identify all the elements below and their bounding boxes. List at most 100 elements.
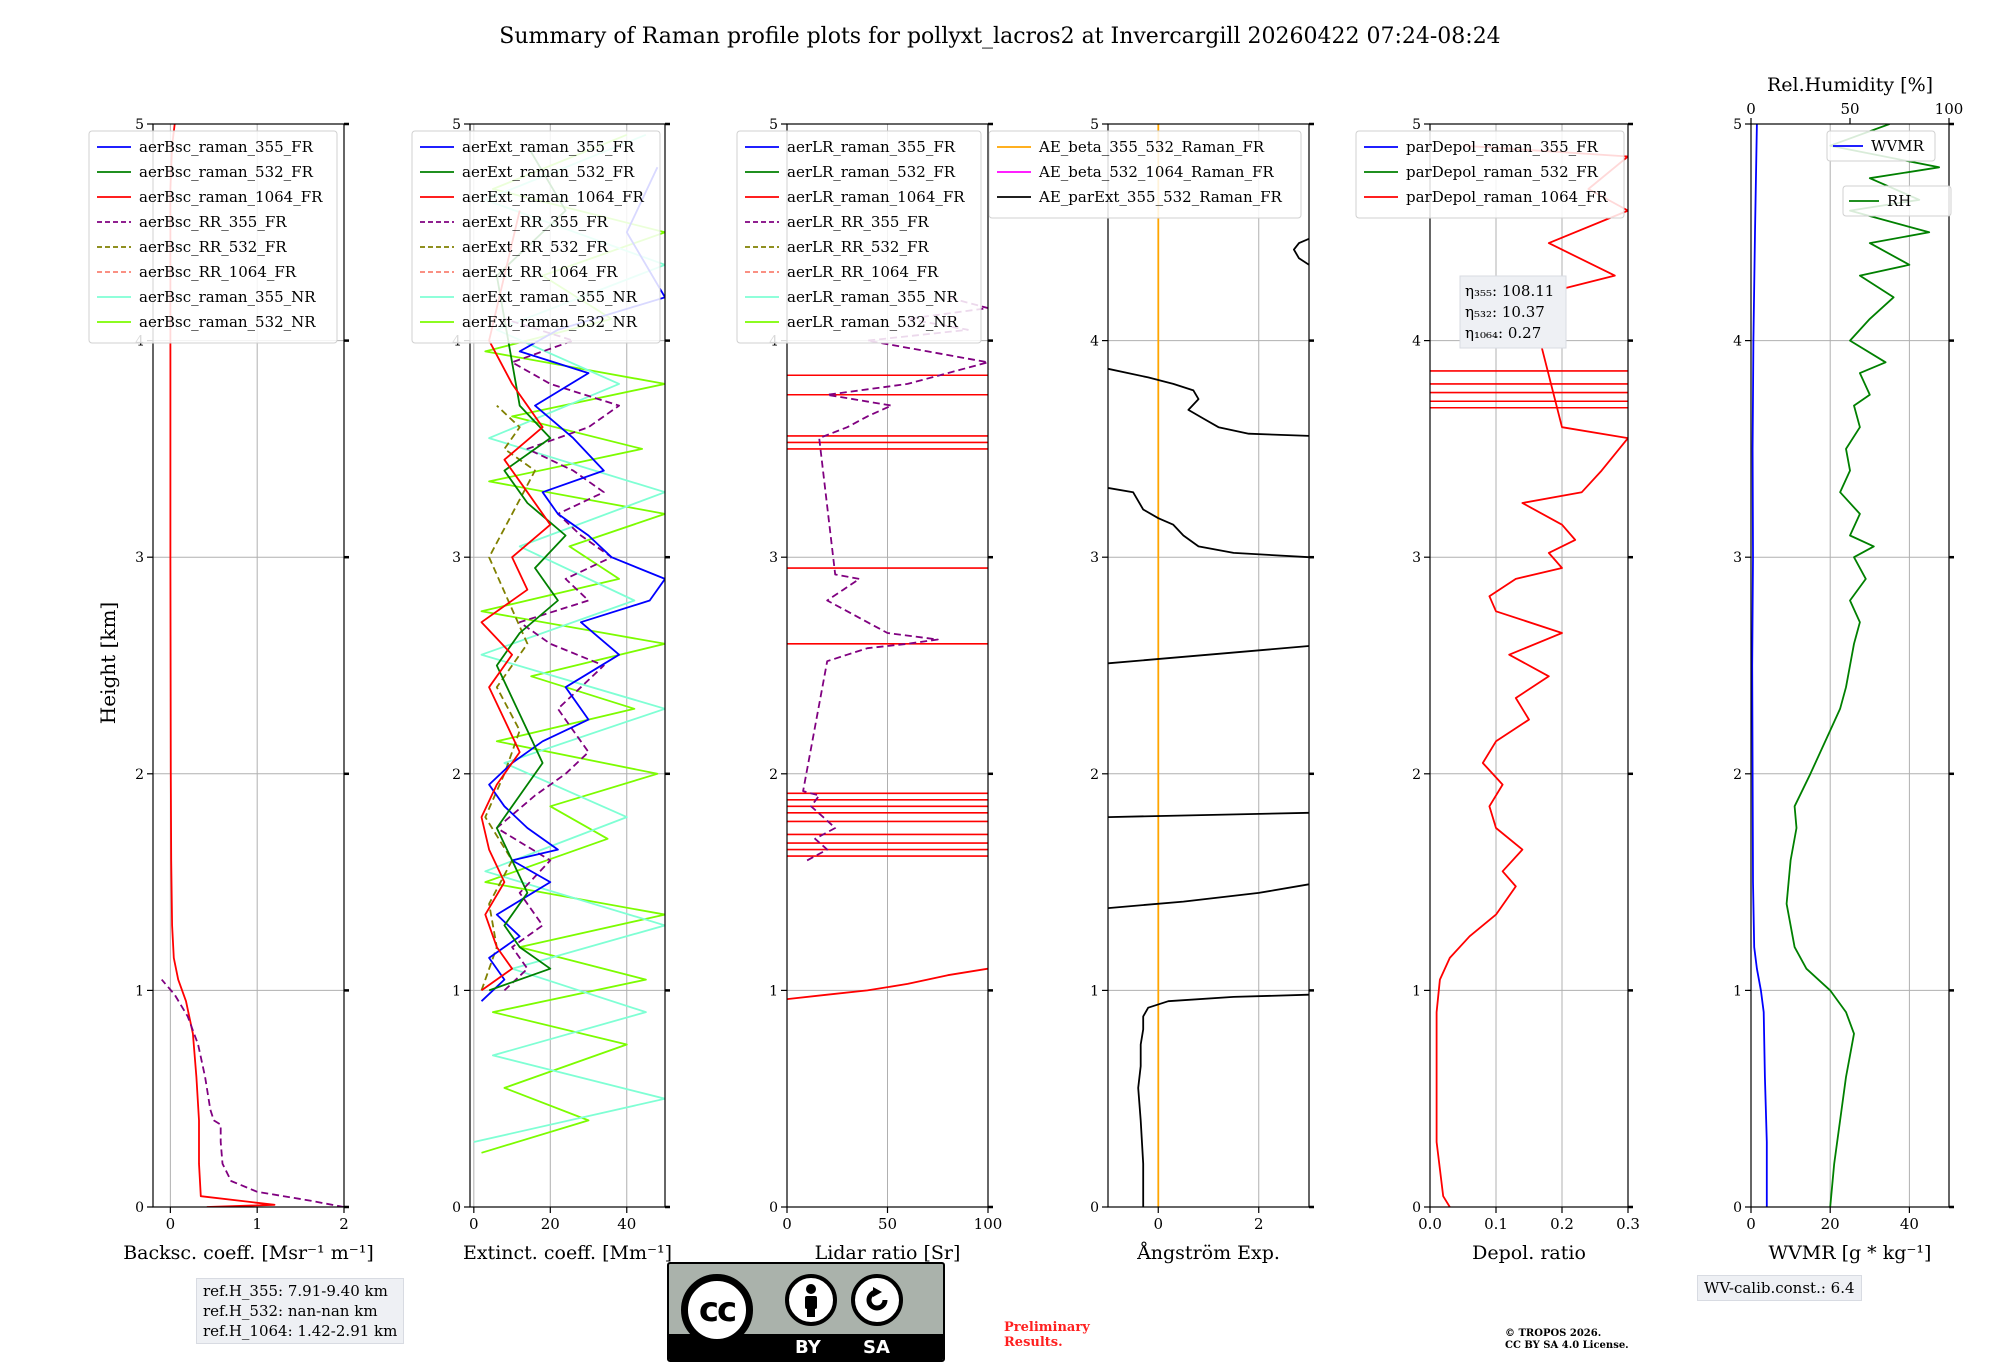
series-aerLR_raman_1064_FR — [787, 967, 988, 1000]
series-aerExt_raman_355_FR — [480, 166, 665, 1002]
panel-lr: 012345050100Lidar ratio [Sr]aerLR_raman_… — [736, 117, 1003, 1264]
legend: aerExt_raman_355_FR aerExt_raman_532_FRae… — [411, 130, 661, 344]
y-tick-label: 0 — [1090, 1200, 1099, 1216]
series-AE_parExt_355_532_Raman_FR — [1108, 811, 1309, 818]
figure-title: Summary of Raman profile plots for polly… — [499, 24, 1500, 49]
x-axis-label: WVMR [g * kg⁻¹] — [1769, 1242, 1932, 1264]
eta-value: η₅₃₂: 10.37 — [1465, 303, 1545, 321]
x-tick-label: 0 — [1153, 1215, 1163, 1233]
legend-label: aerLR_raman_1064_FR — [787, 188, 965, 206]
y-tick-label: 2 — [452, 767, 461, 783]
y-tick-label: 2 — [769, 767, 778, 783]
y-axis-label: Height [km] — [96, 602, 120, 724]
series-AE_parExt_355_532_Raman_FR — [1137, 993, 1309, 1207]
wv-calib-const: WV-calib.const.: 6.4 — [1704, 1279, 1855, 1297]
legend-label: RH — [1887, 192, 1911, 210]
legend-label: aerLR_raman_532_FR — [787, 163, 956, 181]
legend-label: aerExt_raman_532_FR — [462, 163, 635, 181]
y-tick-label: 0 — [769, 1200, 778, 1216]
legend-WVMR: WVMR — [1826, 130, 1936, 162]
legend-label: aerExt_raman_532_NR — [462, 313, 638, 331]
axes-frame — [1429, 123, 1629, 1208]
legend-box — [1842, 185, 1952, 217]
panel-ae: 0 1 2 3 4 5 0 2 Ångström Exp. AE_beta_355_532_Ram… — [988, 117, 1314, 1264]
data-layer — [1751, 124, 1940, 1207]
data-layer — [473, 133, 665, 1154]
legend-label: AE_beta_355_532_Raman_FR — [1038, 138, 1265, 156]
series-aerExt_RR_355_FR — [495, 318, 620, 992]
preliminary-line-2: Results. — [1004, 1335, 1063, 1350]
legend-label: aerBsc_raman_532_FR — [139, 163, 314, 181]
legend-label: aerBsc_raman_1064_FR — [139, 188, 323, 206]
legend: aerLR_raman_355_FR aerLR_raman_532_FR aerL… — [736, 130, 982, 344]
y-tick-label: 0 — [1412, 1200, 1421, 1216]
axes-frame — [1107, 123, 1310, 1208]
eta-value: η₃₅₅: 108.11 — [1465, 282, 1554, 300]
legend-label: aerBsc_raman_355_FR — [139, 138, 314, 156]
x-tick-label: 0 — [166, 1215, 176, 1233]
legend-label: aerLR_RR_532_FR — [787, 238, 929, 256]
y-tick-label: 1 — [135, 983, 144, 999]
panel-ext: 01234502040Extinct. coeff. [Mm⁻¹]aerExt_… — [411, 117, 672, 1264]
x-tick-label: 100 — [974, 1215, 1003, 1233]
legend-box — [411, 130, 661, 344]
series-AE_parExt_355_532_Raman_FR — [1108, 883, 1309, 909]
legend-label: aerExt_raman_355_FR — [462, 138, 635, 156]
y-tick-label: 2 — [135, 767, 144, 783]
legend-box — [88, 130, 338, 344]
legend-label: aerLR_raman_355_FR — [787, 138, 956, 156]
y-tick-label: 2 — [1090, 767, 1099, 783]
cc-license-badge[interactable]: cc BY SA — [667, 1262, 945, 1362]
data-layer — [787, 296, 988, 1000]
legend-label: aerExt_raman_355_NR — [462, 288, 638, 306]
eta-annotation: η₃₅₅: 108.11 η₅₃₂: 10.37 η₁₀₆₄: 0.27 — [1459, 275, 1567, 349]
x-tick-label: 1 — [252, 1215, 262, 1233]
x-axis-label: Lidar ratio [Sr] — [815, 1242, 961, 1264]
y-tick-label: 1 — [1412, 983, 1421, 999]
legend: parDepol_raman_355_FR parDepol_raman_532_… — [1355, 130, 1625, 219]
legend-label: aerBsc_RR_1064_FR — [139, 263, 297, 281]
y-tick-label: 3 — [1412, 550, 1421, 566]
preliminary-note: Preliminary Results. — [1004, 1320, 1090, 1350]
attribution-person-icon — [785, 1274, 837, 1326]
ref-height-532: ref.H_532: nan-nan km — [203, 1302, 378, 1320]
legend-label: aerLR_RR_1064_FR — [787, 263, 939, 281]
y-tick-label: 5 — [769, 117, 778, 133]
y-tick-label: 1 — [769, 983, 778, 999]
x-axis-label: Extinct. coeff. [Mm⁻¹] — [463, 1242, 672, 1264]
x-top-tick-label: 100 — [1935, 100, 1964, 118]
ref-height-1064: ref.H_1064: 1.42-2.91 km — [203, 1322, 398, 1340]
y-tick-label: 2 — [1733, 767, 1742, 783]
x-tick-label: 20 — [1821, 1215, 1840, 1233]
y-tick-label: 1 — [452, 983, 461, 999]
y-tick-label: 4 — [1412, 334, 1421, 350]
legend-label: aerExt_RR_1064_FR — [462, 263, 618, 281]
legend-label: aerLR_RR_355_FR — [787, 213, 929, 231]
legend-label: parDepol_raman_1064_FR — [1406, 188, 1608, 206]
x-tick-label: 40 — [617, 1215, 636, 1233]
x-top-tick-label: 0 — [1746, 100, 1756, 118]
x-axis-label: Backsc. coeff. [Msr⁻¹ m⁻¹] — [123, 1242, 374, 1264]
legend-label: aerBsc_RR_355_FR — [139, 213, 287, 231]
y-tick-label: 5 — [452, 117, 461, 133]
copyright-note: © TROPOS 2026. CC BY SA 4.0 License. — [1505, 1328, 1629, 1352]
series-RH — [1785, 124, 1940, 1207]
series-WVMR — [1751, 124, 1768, 1207]
series-AE_parExt_355_532_Raman_FR — [1108, 645, 1309, 665]
series-aerExt_raman_1064_FR — [480, 210, 552, 992]
legend-label: aerExt_RR_355_FR — [462, 213, 609, 231]
legend-box — [1826, 130, 1936, 162]
series-aerLR_RR_355_FR — [802, 296, 988, 862]
data-layer — [1430, 144, 1628, 1207]
series-AE_parExt_355_532_Raman_FR — [1293, 237, 1309, 266]
y-tick-label: 2 — [1412, 767, 1421, 783]
series-aerExt_raman_532_FR — [488, 145, 567, 992]
legend-label: parDepol_raman_355_FR — [1406, 138, 1599, 156]
x-tick-label: 50 — [878, 1215, 897, 1233]
eta-value: η₁₀₆₄: 0.27 — [1465, 324, 1541, 342]
x-tick-label: 0 — [1746, 1215, 1756, 1233]
eta-box — [1459, 275, 1567, 349]
cc-by-label: BY — [795, 1337, 821, 1358]
preliminary-line-1: Preliminary — [1004, 1320, 1090, 1335]
